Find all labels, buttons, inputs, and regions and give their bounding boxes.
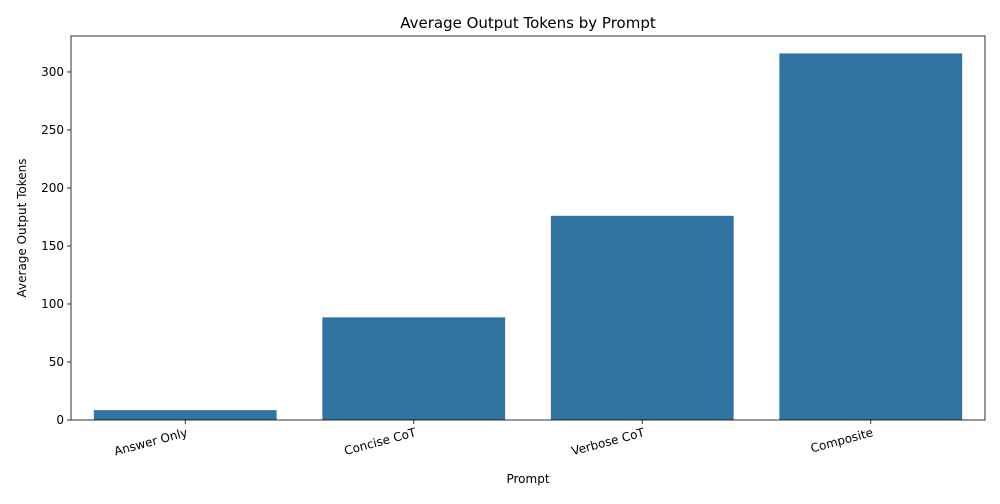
y-tick-label: 300 [41,65,64,79]
x-tick-label: Concise CoT [343,425,419,458]
plot-frame [70,35,986,421]
y-tick-label: 200 [41,181,64,195]
y-tick-label: 100 [41,297,64,311]
x-axis-label: Prompt [506,472,549,486]
y-axis: 0 50 100 150 200 250 300 [41,65,71,427]
bar-answer-only [93,410,277,420]
y-tick-label: 250 [41,123,64,137]
chart-title: Average Output Tokens by Prompt [400,14,656,32]
x-tick-label: Composite [809,425,874,455]
y-tick-label: 0 [56,413,64,427]
x-tick-label: Verbose CoT [570,425,647,458]
x-axis: Answer Only Concise CoT Verbose CoT Composi… [112,420,875,458]
bar-composite [779,53,963,420]
y-axis-label: Average Output Tokens [15,159,29,298]
y-tick-label: 50 [49,355,64,369]
y-tick-label: 150 [41,239,64,253]
bar-verbose-cot [550,215,734,420]
x-tick-label: Answer Only [112,425,189,458]
plot-area [70,35,986,421]
bar-concise-cot [322,317,506,420]
